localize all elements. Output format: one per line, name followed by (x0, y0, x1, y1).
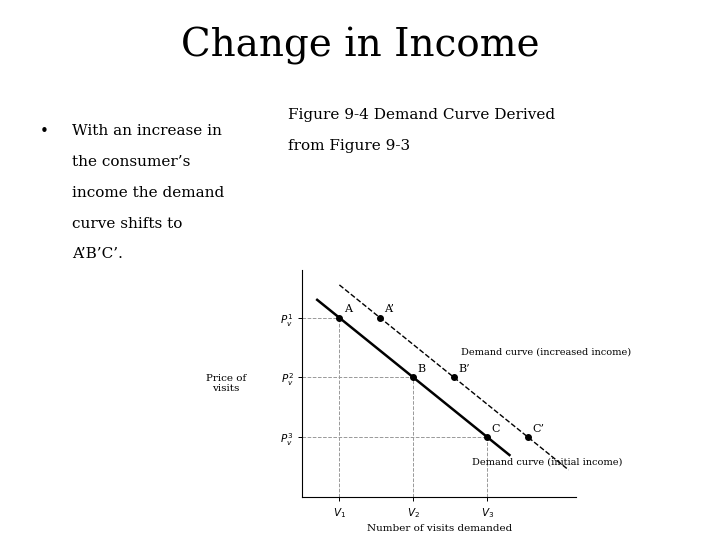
Text: Figure 9-4 Demand Curve Derived: Figure 9-4 Demand Curve Derived (288, 108, 555, 122)
Text: the consumer’s: the consumer’s (72, 155, 190, 169)
Text: C: C (492, 423, 500, 434)
Text: With an increase in: With an increase in (72, 124, 222, 138)
Text: A: A (344, 304, 352, 314)
Text: C’: C’ (532, 423, 544, 434)
Text: B: B (418, 364, 426, 374)
Text: B’: B’ (459, 364, 470, 374)
Text: A’: A’ (384, 304, 395, 314)
X-axis label: Number of visits demanded: Number of visits demanded (366, 524, 512, 533)
Text: Demand curve (initial income): Demand curve (initial income) (472, 458, 623, 467)
Text: Change in Income: Change in Income (181, 27, 539, 65)
Text: •: • (40, 124, 48, 139)
Text: from Figure 9-3: from Figure 9-3 (288, 139, 410, 153)
Text: Price of
visits: Price of visits (206, 374, 246, 393)
Text: income the demand: income the demand (72, 186, 224, 200)
Text: Demand curve (increased income): Demand curve (increased income) (462, 348, 631, 356)
Text: curve shifts to: curve shifts to (72, 217, 182, 231)
Text: A’B’C’.: A’B’C’. (72, 247, 123, 261)
